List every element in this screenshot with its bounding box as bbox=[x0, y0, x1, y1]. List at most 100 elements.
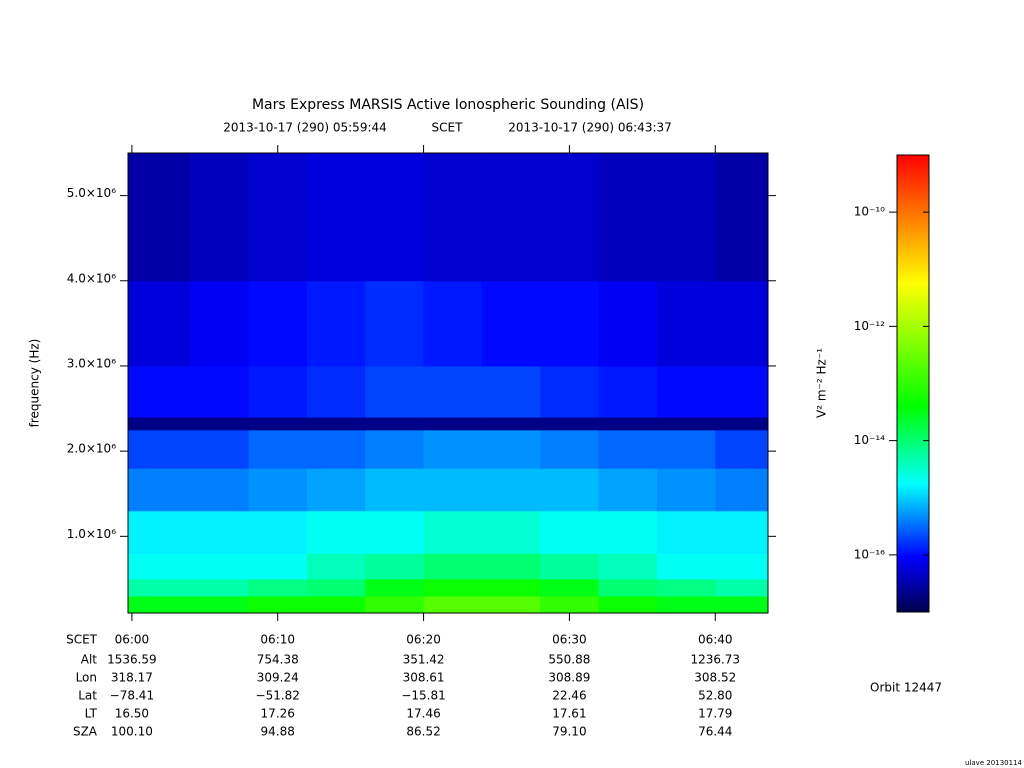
heatmap-cell bbox=[423, 365, 483, 418]
x-tick-label: 06:40 bbox=[698, 633, 733, 647]
plot-frame bbox=[127, 152, 769, 614]
x-tick-label: 06:00 bbox=[115, 633, 150, 647]
heatmap-cell bbox=[248, 417, 308, 431]
heatmap-cell bbox=[715, 468, 769, 512]
heatmap-cell bbox=[481, 578, 541, 597]
heatmap-cell bbox=[423, 578, 483, 597]
heatmap-cell bbox=[715, 553, 769, 580]
heatmap-cell bbox=[656, 578, 716, 597]
heatmap-cell bbox=[598, 595, 658, 614]
chart-title: Mars Express MARSIS Active Ionospheric S… bbox=[252, 97, 644, 113]
ephemeris-value: 308.61 bbox=[403, 671, 445, 685]
ephemeris-value: 17.46 bbox=[406, 707, 440, 721]
colorbar-tick-label: 10⁻¹² bbox=[854, 319, 885, 333]
heatmap-cell bbox=[423, 553, 483, 580]
ephemeris-value: 16.50 bbox=[115, 707, 149, 721]
heatmap-cell bbox=[128, 510, 191, 554]
heatmap-cell bbox=[365, 153, 425, 282]
x-tick-label: 06:10 bbox=[260, 633, 295, 647]
heatmap-cell bbox=[481, 365, 541, 418]
heatmap-cell bbox=[248, 365, 308, 418]
heatmap-cell bbox=[190, 595, 250, 614]
ephemeris-value: 94.88 bbox=[261, 725, 295, 739]
x-tick-label: 06:20 bbox=[406, 633, 441, 647]
subtitle-start: 2013-10-17 (290) 05:59:44 bbox=[223, 121, 387, 135]
heatmap-cell bbox=[190, 280, 250, 367]
ephemeris-value: 17.79 bbox=[698, 707, 732, 721]
heatmap-cell bbox=[715, 510, 769, 554]
y-axis-label: frequency (Hz) bbox=[28, 339, 42, 428]
ephemeris-label: Lat bbox=[78, 689, 97, 703]
heatmap-cell bbox=[128, 595, 191, 614]
heatmap-cell bbox=[715, 153, 769, 282]
heatmap-cell bbox=[656, 153, 716, 282]
heatmap-cell bbox=[190, 510, 250, 554]
heatmap-cell bbox=[423, 429, 483, 469]
heatmap-cell bbox=[715, 417, 769, 431]
heatmap-cell bbox=[656, 417, 716, 431]
colorbar-tick-label: 10⁻¹⁶ bbox=[854, 547, 885, 561]
heatmap-cell bbox=[598, 510, 658, 554]
heatmap-cell bbox=[423, 417, 483, 431]
heatmap-cell bbox=[248, 153, 308, 282]
heatmap-cell bbox=[715, 280, 769, 367]
heatmap-cell bbox=[306, 417, 366, 431]
heatmap-cell bbox=[190, 417, 250, 431]
heatmap-cell bbox=[128, 365, 191, 418]
heatmap-cell bbox=[190, 153, 250, 282]
ephemeris-value: 318.17 bbox=[111, 671, 153, 685]
heatmap-cell bbox=[598, 280, 658, 367]
ephemeris-value: 1236.73 bbox=[690, 653, 740, 667]
heatmap-cell bbox=[190, 365, 250, 418]
heatmap-cell bbox=[306, 365, 366, 418]
ephemeris-value: 550.88 bbox=[548, 653, 590, 667]
heatmap-cell bbox=[248, 468, 308, 512]
heatmap-cell bbox=[248, 510, 308, 554]
heatmap-cell bbox=[128, 417, 191, 431]
y-tick-label: 2.0×10⁶ bbox=[67, 442, 116, 456]
heatmap-cell bbox=[481, 468, 541, 512]
heatmap-cell bbox=[365, 417, 425, 431]
heatmap-cell bbox=[306, 153, 366, 282]
ephemeris-value: 1536.59 bbox=[107, 653, 157, 667]
heatmap-cell bbox=[540, 468, 600, 512]
heatmap-cell bbox=[128, 553, 191, 580]
heatmap-cell bbox=[598, 468, 658, 512]
x-tick-label: 06:30 bbox=[552, 633, 587, 647]
heatmap-cell bbox=[190, 553, 250, 580]
heatmap-cell bbox=[715, 578, 769, 597]
footer: ulave 20130114 bbox=[965, 759, 1023, 767]
ephemeris-value: 17.61 bbox=[552, 707, 586, 721]
heatmap-cell bbox=[306, 429, 366, 469]
heatmap-cell bbox=[423, 468, 483, 512]
heatmap-cell bbox=[598, 578, 658, 597]
heatmap-cell bbox=[481, 595, 541, 614]
heatmap-cell bbox=[365, 429, 425, 469]
ephemeris-value: 754.38 bbox=[257, 653, 299, 667]
heatmap-cell bbox=[715, 429, 769, 469]
heatmap-cell bbox=[190, 578, 250, 597]
heatmap-cell bbox=[306, 553, 366, 580]
orbit-label: Orbit 12447 bbox=[870, 681, 942, 695]
ephemeris-value: 79.10 bbox=[552, 725, 586, 739]
heatmap-cell bbox=[190, 429, 250, 469]
ephemeris-value: 100.10 bbox=[111, 725, 153, 739]
heatmap-cell bbox=[540, 578, 600, 597]
heatmap-cell bbox=[656, 365, 716, 418]
heatmap-cell bbox=[656, 280, 716, 367]
colorbar-tick-label: 10⁻¹⁴ bbox=[854, 433, 885, 447]
heatmap-cell bbox=[540, 510, 600, 554]
heatmap-cell bbox=[481, 417, 541, 431]
ephemeris-label: Lon bbox=[76, 671, 97, 685]
heatmap-cell bbox=[128, 468, 191, 512]
ephemeris-value: 52.80 bbox=[698, 689, 732, 703]
heatmap-cell bbox=[598, 553, 658, 580]
heatmap-cell bbox=[248, 578, 308, 597]
heatmap-cell bbox=[365, 510, 425, 554]
y-tick-label: 1.0×10⁶ bbox=[67, 527, 116, 541]
heatmap-cell bbox=[365, 280, 425, 367]
colorbar bbox=[896, 154, 930, 613]
heatmap-cell bbox=[540, 553, 600, 580]
y-tick-label: 5.0×10⁶ bbox=[67, 186, 116, 200]
